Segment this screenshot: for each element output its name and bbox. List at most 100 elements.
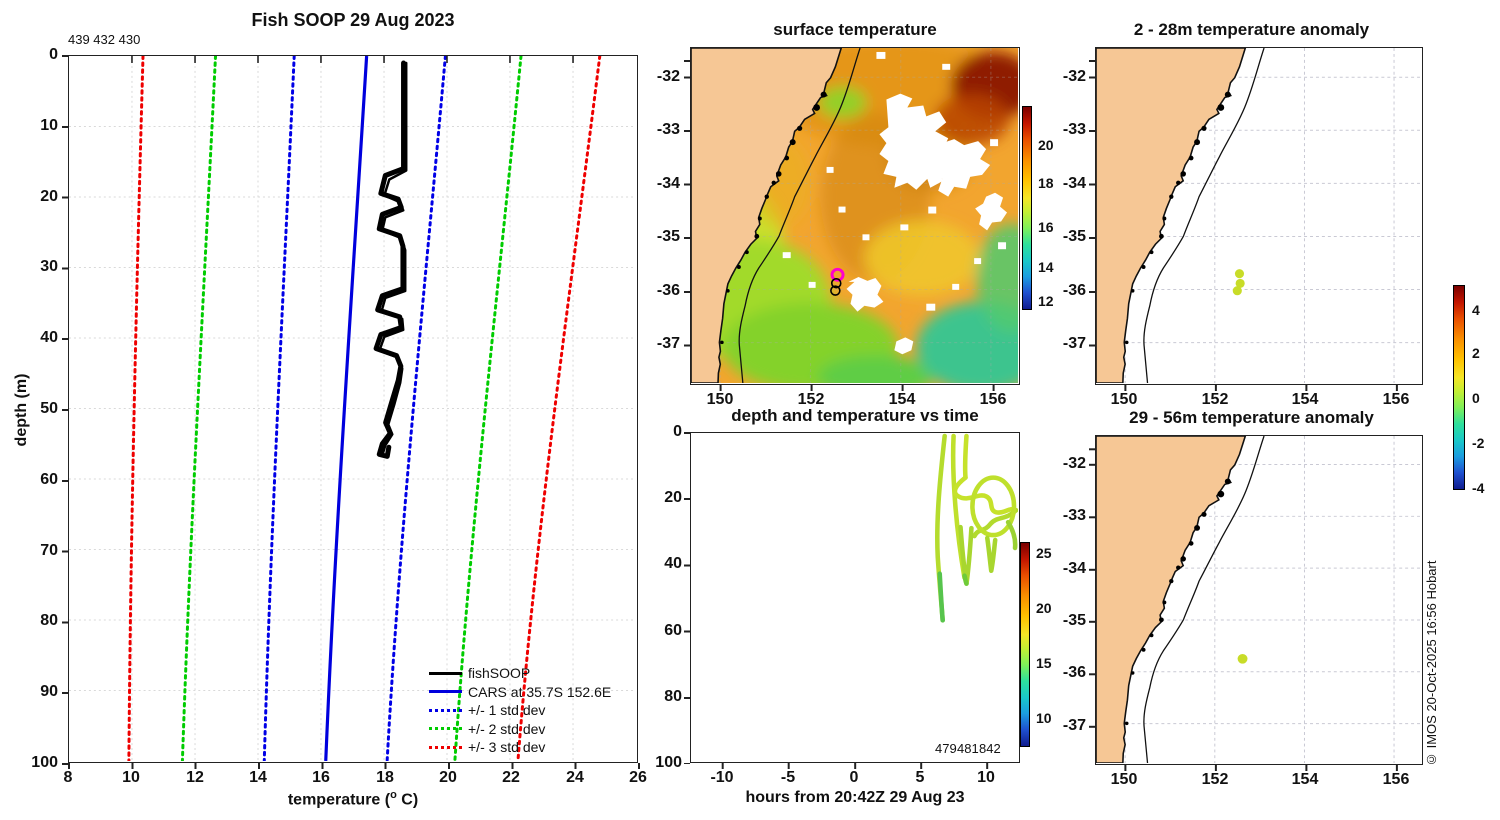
sst-title: surface temperature [773, 20, 937, 39]
sst-ytick: -35 [656, 228, 680, 245]
time-profile-id: 481 [957, 741, 979, 756]
profile-xtick: 26 [629, 769, 647, 786]
legend-item-cars: CARS at 35.7S 152.6E [429, 683, 611, 702]
anomaly-dot [1237, 653, 1248, 664]
profile-xtick: 12 [186, 769, 204, 786]
legend-item-2std: +/- 2 std dev [429, 720, 611, 739]
time-ytick: 40 [664, 555, 682, 572]
anomaly-bottom-canvas [1096, 436, 1421, 763]
time-cbar-tick: 10 [1036, 710, 1052, 726]
time-ytick: 0 [673, 423, 682, 440]
profile-xtick: 22 [502, 769, 520, 786]
profile-ytick: 90 [40, 683, 58, 700]
plus2-std-line [453, 56, 523, 761]
time-colorbar [1020, 542, 1030, 747]
anomaly-top-ytick: -32 [1062, 68, 1086, 85]
plus3-std-line [516, 56, 602, 761]
plus1-std-line [385, 56, 447, 761]
coastal-features [1124, 91, 1231, 345]
sst-cbar-tick: 18 [1038, 175, 1054, 191]
anomaly-cbar-tick: -4 [1472, 480, 1485, 496]
anomaly-bottom-y-tickmarks [1089, 435, 1095, 765]
wiggle-band [952, 475, 1018, 515]
anomaly-top-xtick: 150 [1110, 391, 1138, 408]
profile-xtick: 24 [566, 769, 584, 786]
cast-marker [830, 277, 842, 289]
sst-ytick: -37 [656, 335, 680, 352]
descent-1-cold-tip [937, 571, 945, 623]
time-xtick: 10 [977, 769, 995, 786]
anomaly-cbar-tick: 4 [1472, 302, 1480, 318]
copyright-text: © IMOS 20-Oct-2025 16:56 Hobart [1424, 560, 1439, 767]
time-x-tickmarks [690, 763, 1020, 769]
loop-track [970, 475, 1017, 538]
time-plot-canvas [935, 433, 1018, 623]
profile-legend: fishSOOP CARS at 35.7S 152.6E +/- 1 std … [429, 664, 611, 757]
legend-label: +/- 2 std dev [468, 720, 546, 737]
sst-xtick: 156 [979, 391, 1007, 408]
sst-colorbar [1022, 106, 1032, 310]
time-ytick: 20 [664, 489, 682, 506]
sst-xtick: 150 [706, 391, 734, 408]
cars-line [324, 56, 369, 761]
profile-ylabel: depth (m) [13, 373, 30, 447]
sst-ytick: -34 [656, 175, 680, 192]
anomaly-top-map-area [1095, 47, 1423, 385]
profile-plot-canvas [69, 56, 636, 761]
minus3-std-line [127, 56, 145, 761]
time-xtick: 5 [915, 769, 925, 786]
time-xtick: -10 [710, 769, 734, 786]
profile-ytick: 30 [40, 258, 58, 275]
anomaly-top-ytick: -34 [1062, 175, 1086, 192]
sst-cbar-tick: 14 [1038, 259, 1054, 275]
time-profile-id: 479 [935, 741, 957, 756]
anomaly-bottom-title: 29 - 56m temperature anomaly [1129, 408, 1374, 427]
legend-item-3std: +/- 3 std dev [429, 738, 611, 757]
anomaly-top-title: 2 - 28m temperature anomaly [1133, 20, 1370, 39]
profile-xlabel: temperature (o C) [287, 789, 419, 809]
std3-line-sample [429, 745, 462, 749]
sst-xtick: 154 [888, 391, 916, 408]
sst-map-area [690, 47, 1020, 385]
legend-label: +/- 3 std dev [468, 739, 546, 756]
cars-line-sample [429, 690, 462, 694]
profile-xtick: 10 [122, 769, 140, 786]
sst-ytick: -33 [656, 121, 680, 138]
v-descent-1-tip [962, 573, 969, 586]
anomaly-bottom-xtick: 150 [1110, 771, 1138, 788]
profile-ytick: 10 [40, 117, 58, 134]
time-title: depth and temperature vs time [731, 406, 979, 425]
anomaly-bottom-x-tickmarks [1095, 765, 1423, 771]
right-tail [1005, 519, 1018, 551]
v-descent-2 [985, 535, 998, 574]
profile-y-tickmarks [62, 55, 68, 765]
profile-title: Fish SOOP 29 Aug 2023 [251, 10, 455, 30]
time-cbar-tick: 15 [1036, 655, 1052, 671]
sst-x-tickmarks [690, 385, 1020, 391]
profile-xtick: 16 [312, 769, 330, 786]
anomaly-bottom-xtick: 154 [1291, 771, 1319, 788]
time-y-tickmarks [684, 432, 690, 764]
cloud-mask [782, 51, 1008, 355]
time-xtick: -5 [780, 769, 796, 786]
shelf-contour [1143, 436, 1265, 763]
anomaly-bottom-ytick: -36 [1062, 664, 1086, 681]
time-ytick: 80 [664, 688, 682, 705]
shelf-contour [738, 48, 861, 383]
legend-label: fishSOOP [468, 665, 531, 682]
anomaly-bottom-ytick: -37 [1062, 717, 1086, 734]
sst-xtick: 152 [797, 391, 825, 408]
time-profile-id: 842 [979, 741, 1001, 756]
descent-3 [962, 433, 969, 480]
anomaly-top-ytick: -36 [1062, 282, 1086, 299]
std2-line-sample [429, 727, 462, 731]
anomaly-top-xtick: 156 [1382, 391, 1410, 408]
anomaly-top-ytick: -35 [1062, 228, 1086, 245]
profile-xtick: 18 [376, 769, 394, 786]
anomaly-cbar-tick: -2 [1472, 435, 1485, 451]
profile-xtick: 8 [63, 769, 73, 786]
anomaly-top-canvas [1096, 48, 1421, 383]
profile-ytick: 60 [40, 471, 58, 488]
legend-item-fishsoop: fishSOOP [429, 664, 611, 683]
